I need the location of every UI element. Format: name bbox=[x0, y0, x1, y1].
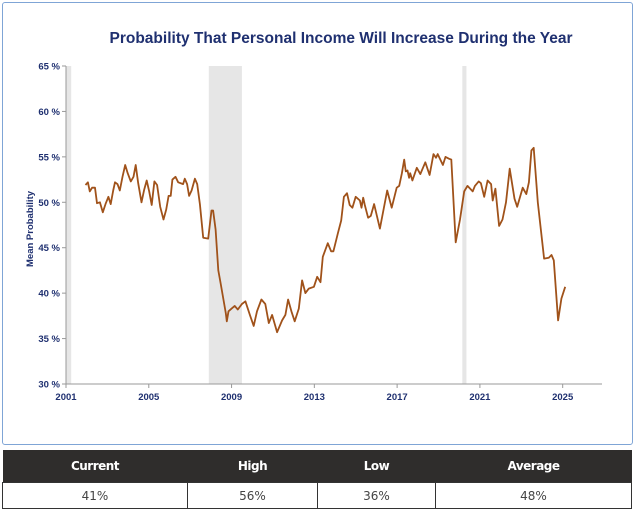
y-tick-label: 40 % bbox=[38, 289, 60, 300]
y-tick-label: 45 % bbox=[38, 243, 60, 254]
header-high: High bbox=[187, 450, 318, 483]
y-tick-label: 65 % bbox=[38, 62, 60, 73]
y-tick-label: 35 % bbox=[38, 334, 60, 345]
x-tick-label: 2013 bbox=[304, 392, 325, 403]
recession-shade bbox=[208, 66, 242, 384]
chart-title: Probability That Personal Income Will In… bbox=[110, 30, 573, 47]
recession-shade bbox=[462, 66, 467, 384]
y-axis-label: Mean Probability bbox=[25, 190, 36, 267]
chart-panel: Probability That Personal Income Will In… bbox=[2, 2, 633, 445]
x-tick-label: 2021 bbox=[469, 392, 491, 403]
recession-shade bbox=[66, 66, 72, 384]
x-tick-label: 2005 bbox=[138, 392, 160, 403]
y-tick-label: 30 % bbox=[38, 380, 60, 391]
x-tick-label: 2017 bbox=[387, 392, 408, 403]
x-tick-label: 2025 bbox=[552, 392, 574, 403]
line-chart: Probability That Personal Income Will In… bbox=[25, 30, 602, 403]
header-current: Current bbox=[2, 450, 188, 483]
value-average: 48% bbox=[435, 482, 632, 509]
header-low: Low bbox=[317, 450, 436, 483]
series-line bbox=[84, 146, 567, 334]
stats-value-row: 41% 56% 36% 48% bbox=[2, 482, 632, 509]
value-high: 56% bbox=[187, 482, 318, 509]
value-low: 36% bbox=[317, 482, 436, 509]
value-current: 41% bbox=[2, 482, 188, 509]
header-average: Average bbox=[435, 450, 632, 483]
x-tick-label: 2009 bbox=[221, 392, 242, 403]
y-tick-label: 60 % bbox=[38, 107, 60, 118]
y-tick-label: 50 % bbox=[38, 198, 60, 209]
y-tick-label: 55 % bbox=[38, 152, 60, 163]
x-tick-label: 2001 bbox=[55, 392, 77, 403]
stats-header-row: Current High Low Average bbox=[2, 450, 632, 483]
stats-table: Current High Low Average 41% 56% 36% 48% bbox=[2, 450, 632, 509]
